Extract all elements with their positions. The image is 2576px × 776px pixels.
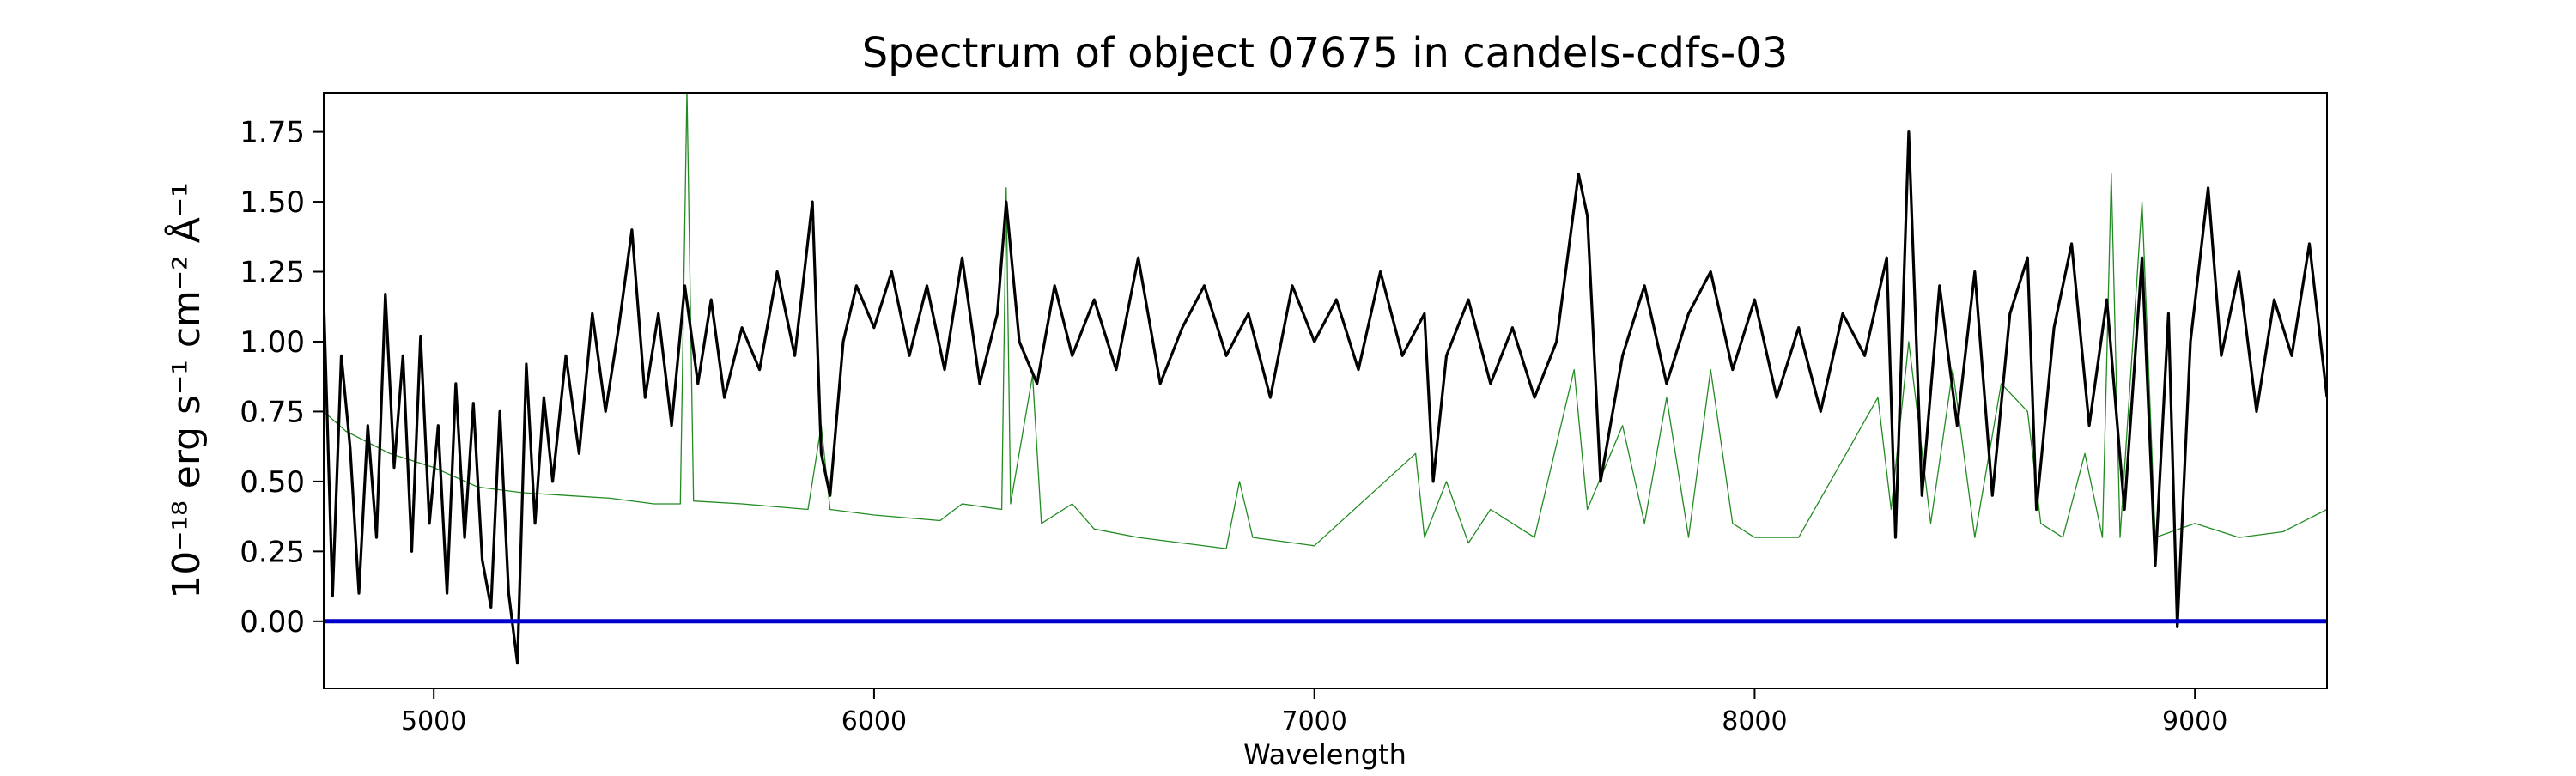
y-axis: 0.00 0.25 0.50 0.75 1.00 1.25 1.50 1.75 (240, 116, 324, 640)
y-tick-label: 0.75 (240, 395, 305, 429)
x-tick-label: 5000 (401, 706, 466, 737)
y-tick-label: 0.50 (240, 465, 305, 500)
x-tick-label: 7000 (1282, 706, 1347, 737)
x-axis: 5000 6000 7000 8000 9000 (401, 688, 2227, 737)
x-tick-label: 6000 (841, 706, 907, 737)
y-tick-label: 1.25 (240, 256, 305, 290)
y-axis-label: 10⁻¹⁸ erg s⁻¹ cm⁻² Å⁻¹ (163, 182, 209, 598)
plot-frame (323, 92, 2328, 689)
y-tick-label: 1.00 (240, 325, 305, 360)
x-axis-label: Wavelength (1243, 738, 1406, 771)
y-tick-label: 0.25 (240, 535, 305, 569)
chart-title: Spectrum of object 07675 in candels-cdfs… (862, 29, 1789, 77)
y-tick-label: 1.50 (240, 185, 305, 220)
series-line-flux (324, 130, 2327, 665)
series-line-error (324, 93, 2327, 549)
x-tick-label: 9000 (2162, 706, 2227, 737)
y-tick-label: 1.75 (240, 116, 305, 150)
x-tick-label: 8000 (1722, 706, 1787, 737)
y-tick-label: 0.00 (240, 605, 305, 640)
